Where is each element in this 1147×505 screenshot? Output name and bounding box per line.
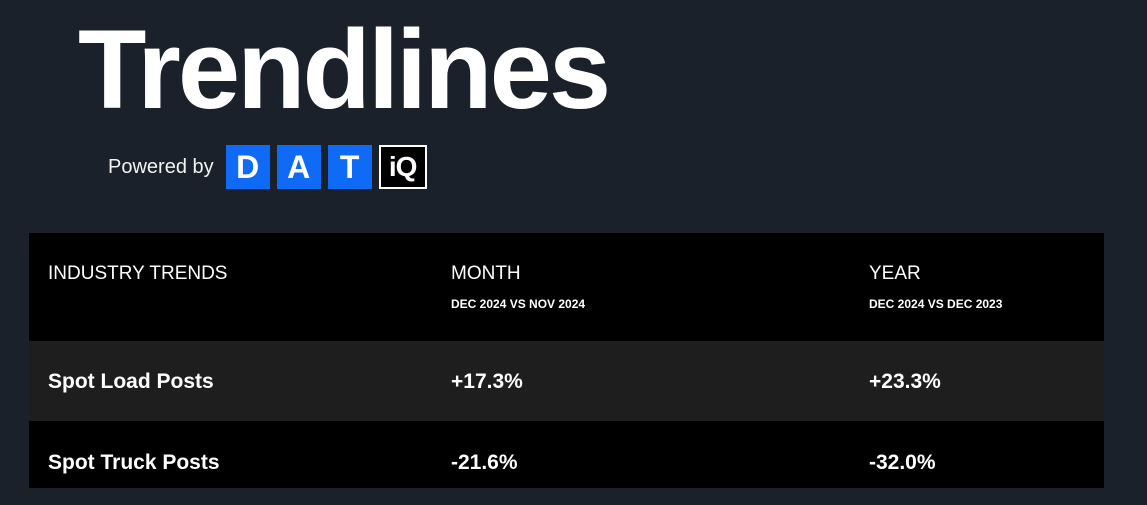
column-subheader-month: DEC 2024 VS NOV 2024 (451, 297, 586, 311)
table-row: Spot Load Posts +17.3% +23.3% (29, 341, 1104, 421)
logo-letter-d: D (225, 145, 270, 189)
column-subheader-year: DEC 2024 VS DEC 2023 (869, 297, 1003, 311)
page-title: Trendlines (78, 7, 611, 132)
powered-by-label: Powered by (108, 155, 214, 178)
logo-letter-a: A (276, 145, 321, 189)
logo-letter-t: T (327, 145, 372, 189)
month-change: -21.6% (451, 451, 518, 474)
column-header-year: YEAR (869, 263, 921, 284)
year-change: +23.3% (869, 370, 941, 393)
logo-iq: iQ (378, 145, 427, 189)
table-row: Spot Truck Posts -21.6% -32.0% (29, 421, 1104, 488)
row-name: Spot Truck Posts (48, 451, 220, 474)
column-header-month: MONTH (451, 263, 521, 284)
powered-by: Powered by D A T iQ (108, 145, 427, 189)
row-name: Spot Load Posts (48, 370, 214, 393)
month-change: +17.3% (451, 370, 523, 393)
column-header-industry-trends: INDUSTRY TRENDS (48, 263, 228, 284)
year-change: -32.0% (869, 451, 936, 474)
industry-trends-table: INDUSTRY TRENDS MONTH DEC 2024 VS NOV 20… (29, 233, 1104, 488)
table-header: INDUSTRY TRENDS MONTH DEC 2024 VS NOV 20… (29, 233, 1104, 341)
